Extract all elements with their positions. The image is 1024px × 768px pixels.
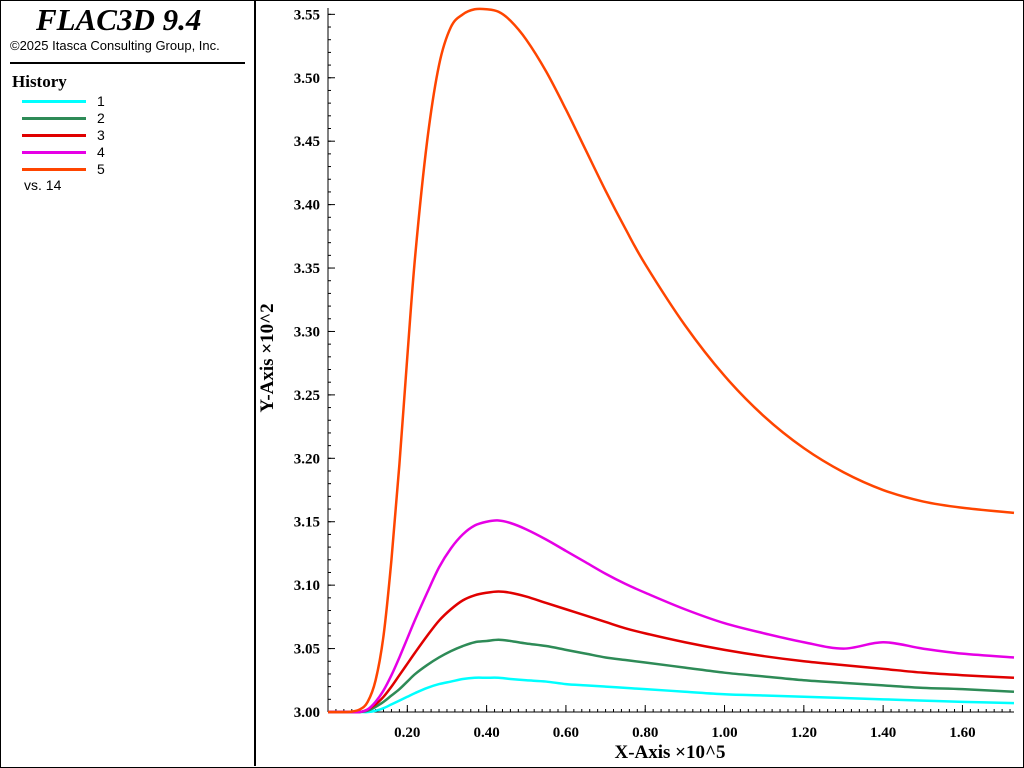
legend-label-2: 2 — [97, 110, 105, 126]
x-tick-label: 1.60 — [949, 725, 975, 741]
y-tick-label: 3.10 — [294, 578, 320, 594]
legend-swatch-2 — [22, 117, 86, 120]
legend-item-5: 5 — [22, 161, 222, 178]
x-axis-title: X-Axis ×10^5 — [614, 742, 725, 763]
y-tick-label: 3.25 — [294, 388, 320, 404]
axes: 3.00 3.05 3.10 3.15 3.20 3.25 3.30 3.35 3.40 3.45… — [294, 7, 1014, 741]
title-divider — [10, 62, 245, 64]
legend-label-1: 1 — [97, 93, 105, 109]
legend-item-2: 2 — [22, 110, 222, 127]
x-tick-label: 1.00 — [711, 725, 737, 741]
y-axis-title: Y-Axis ×10^2 — [257, 303, 278, 412]
series-lines — [327, 7, 1015, 714]
vs-label: vs. 14 — [24, 177, 62, 193]
legend-item-3: 3 — [22, 127, 222, 144]
app-title: FLAC3D 9.4 — [36, 2, 202, 37]
legend-label-5: 5 — [97, 161, 105, 177]
legend-item-4: 4 — [22, 144, 222, 161]
series-line-4 — [328, 519, 1015, 714]
series-line-2 — [328, 638, 1015, 714]
series-line-1 — [328, 676, 1015, 714]
x-tick-label: 0.60 — [553, 725, 579, 741]
legend-swatch-4 — [22, 151, 86, 154]
series-line-5 — [327, 7, 1015, 714]
copyright-text: ©2025 Itasca Consulting Group, Inc. — [10, 38, 220, 53]
legend-swatch-5 — [22, 168, 86, 171]
y-tick-label: 3.05 — [294, 642, 320, 658]
legend-panel: FLAC3D 9.4 ©2025 Itasca Consulting Group… — [0, 0, 256, 766]
y-tick-label: 3.55 — [294, 7, 320, 23]
x-tick-label: 0.80 — [632, 725, 658, 741]
x-tick-label: 1.20 — [791, 725, 817, 741]
y-tick-label: 3.35 — [294, 261, 320, 277]
y-tick-label: 3.00 — [294, 705, 320, 721]
y-tick-label: 3.45 — [294, 134, 320, 150]
y-tick-label: 3.50 — [294, 71, 320, 87]
legend-label-4: 4 — [97, 144, 105, 160]
legend-swatch-1 — [22, 100, 86, 103]
x-tick-label: 0.20 — [394, 725, 420, 741]
x-tick-label: 1.40 — [870, 725, 896, 741]
legend-item-1: 1 — [22, 93, 222, 110]
x-tick-label: 0.40 — [473, 725, 499, 741]
legend-label-3: 3 — [97, 127, 105, 143]
legend-heading: History — [12, 72, 67, 91]
y-tick-label: 3.15 — [294, 515, 320, 531]
legend-swatch-3 — [22, 134, 86, 137]
y-tick-label: 3.30 — [294, 324, 320, 340]
y-tick-label: 3.20 — [294, 451, 320, 467]
series-line-3 — [328, 590, 1015, 714]
y-tick-label: 3.40 — [294, 198, 320, 214]
